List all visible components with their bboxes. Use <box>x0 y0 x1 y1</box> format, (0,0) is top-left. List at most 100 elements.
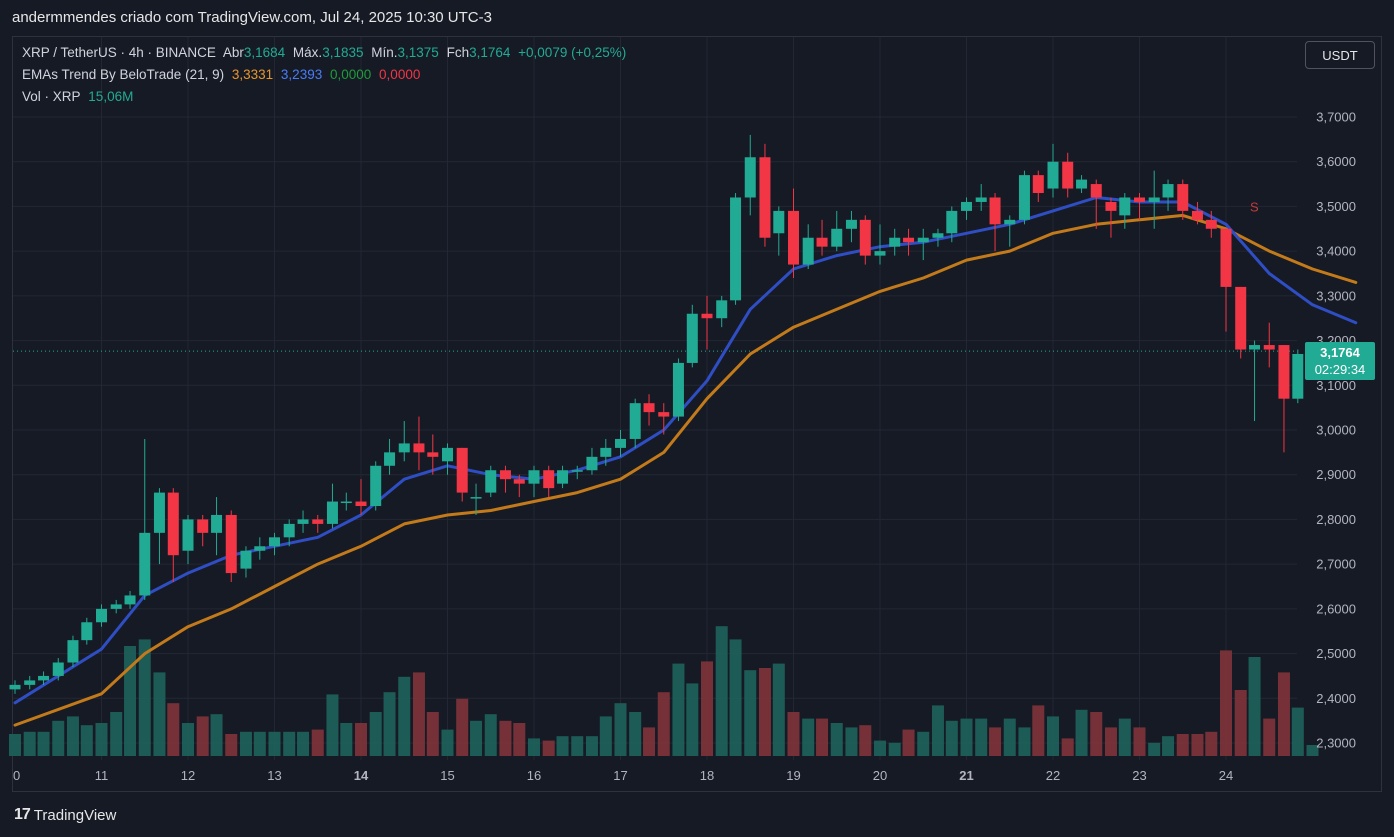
volume-bar <box>326 694 339 756</box>
volume-bar <box>758 668 771 756</box>
candle-body <box>1278 345 1290 399</box>
candle-body <box>543 470 555 489</box>
x-tick-label: 12 <box>181 768 195 783</box>
volume-bar <box>297 731 310 756</box>
x-tick-label: 23 <box>1132 768 1146 783</box>
volume-bar <box>729 639 742 756</box>
candle-body <box>81 622 93 641</box>
volume-bar <box>355 723 367 756</box>
volume-bar <box>989 727 1002 756</box>
legend-indicator-name[interactable]: EMAs Trend By BeloTrade (21, 9) <box>22 67 225 82</box>
legend-close-value: 3,1764 <box>469 45 511 60</box>
volume-bar <box>599 716 612 756</box>
volume-bar <box>629 712 642 756</box>
volume-bar <box>1205 731 1218 756</box>
candle-body <box>658 412 670 417</box>
candle-body <box>182 519 194 551</box>
candle-body <box>167 492 179 556</box>
candle-body <box>1205 219 1217 229</box>
legend-volume-label[interactable]: Vol · XRP <box>22 89 81 104</box>
volume-bar <box>499 720 512 756</box>
candle-body <box>1119 197 1131 216</box>
candle-body <box>744 157 756 198</box>
candle-body <box>845 219 857 229</box>
legend-low-label: Mín. <box>371 45 398 60</box>
y-tick-label: 2,7000 <box>1316 557 1356 572</box>
candle-body <box>326 501 338 524</box>
candle-body <box>9 684 21 690</box>
x-tick-label: 14 <box>354 768 369 783</box>
ema-slow-line <box>13 213 1358 727</box>
volume-bar <box>1277 672 1290 756</box>
tradingview-logo-icon: 17 <box>14 806 31 823</box>
candle-body <box>370 465 382 507</box>
legend-ind-value-1: 3,3331 <box>231 67 274 82</box>
volume-bar <box>1032 705 1045 756</box>
candle-body <box>211 514 223 533</box>
volume-bar <box>456 698 469 756</box>
volume-bar <box>470 720 483 756</box>
volume-bar <box>715 626 728 756</box>
legend-ind-value-2: 3,2393 <box>280 67 323 82</box>
candle-body <box>716 300 728 319</box>
volume-bar <box>787 712 800 756</box>
volume-bar <box>816 718 829 756</box>
volume-bar <box>1248 657 1261 756</box>
candle-body <box>600 447 612 457</box>
volume-bar <box>1176 734 1189 756</box>
candle-body <box>889 237 901 247</box>
candle-body <box>110 604 122 609</box>
legend-symbol[interactable]: XRP / TetherUS · 4h · BINANCE <box>22 45 216 60</box>
volume-bar <box>1133 727 1146 756</box>
volume-bar <box>830 723 843 756</box>
volume-bar <box>23 731 36 756</box>
y-tick-label: 3,4000 <box>1316 244 1356 259</box>
volume-bar <box>917 731 930 756</box>
volume-bar <box>225 734 238 756</box>
y-tick-label: 2,4000 <box>1316 691 1356 706</box>
volume-bar <box>657 692 670 756</box>
candle-body <box>456 447 468 493</box>
tradingview-brand-name: TradingView <box>33 806 117 824</box>
legend-open-value: 3,1684 <box>243 45 286 60</box>
volume-bar <box>571 736 584 756</box>
candle-body <box>643 403 655 413</box>
candle-body <box>269 537 280 547</box>
volume-bar <box>931 705 944 756</box>
ema-fast-line <box>13 196 1358 705</box>
candle-body <box>730 197 742 301</box>
candle-body <box>917 237 929 243</box>
volume-bar <box>585 736 598 756</box>
volume-bar <box>960 718 973 756</box>
legend-close-label: Fch <box>446 45 470 60</box>
candle-body <box>615 438 626 448</box>
volume-bar <box>744 670 757 756</box>
volume-bar <box>412 672 425 756</box>
candle-body <box>773 210 785 234</box>
y-tick-label: 2,5000 <box>1316 646 1356 661</box>
candle-body <box>831 228 843 247</box>
candle-body <box>1249 345 1261 350</box>
volume-bar <box>196 716 209 756</box>
legend-high-value: 3,1835 <box>322 45 364 60</box>
x-tick-label: 15 <box>440 768 454 783</box>
x-tick-label: 24 <box>1219 768 1233 783</box>
candle-body <box>240 550 252 569</box>
candle-body <box>1220 228 1232 287</box>
candle-body <box>1062 161 1074 189</box>
y-tick-label: 2,6000 <box>1316 601 1356 616</box>
currency-button[interactable]: USDT <box>1305 41 1375 69</box>
candle-body <box>398 443 410 453</box>
tradingview-brand[interactable]: 17 TradingView <box>14 806 116 824</box>
candle-body <box>1090 184 1102 198</box>
candle-body <box>932 233 944 238</box>
candle-body <box>903 237 915 243</box>
legend-symbol-row: XRP / TetherUS · 4h · BINANCE Abr3,1684 … <box>22 45 630 60</box>
volume-bar <box>383 692 396 756</box>
x-tick-label: 20 <box>873 768 887 783</box>
candle-body <box>1134 197 1145 202</box>
volume-bar <box>614 703 627 756</box>
candle-body <box>816 237 828 247</box>
candle-body <box>52 662 64 676</box>
